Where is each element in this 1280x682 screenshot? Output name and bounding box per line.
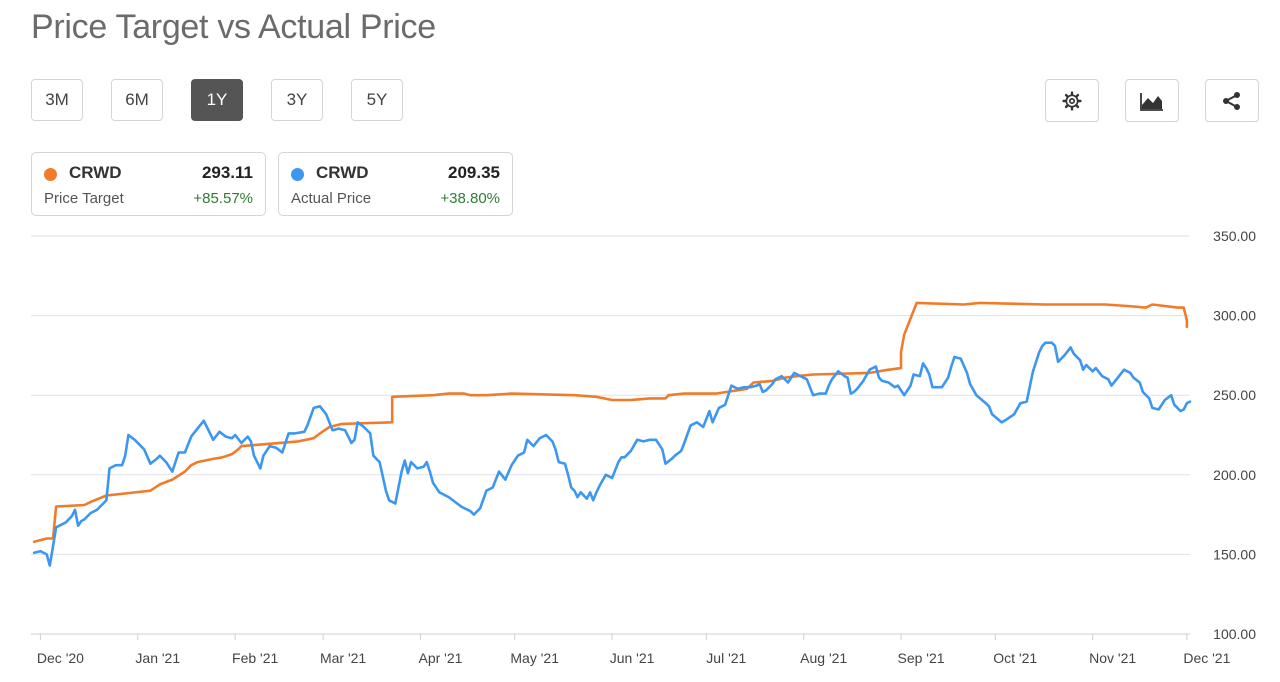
y-tick-label: 100.00 (1213, 626, 1256, 642)
x-tick-label: Nov '21 (1089, 650, 1136, 666)
range-button-1y[interactable]: 1Y (191, 79, 243, 121)
legend-ticker: CRWD (69, 163, 122, 182)
range-button-6m[interactable]: 6M (111, 79, 163, 121)
x-tick-label: Oct '21 (993, 650, 1037, 666)
legend-ticker: CRWD (316, 163, 369, 182)
x-tick-label: Dec '20 (37, 650, 84, 666)
x-tick-label: Apr '21 (419, 650, 463, 666)
legend-card-price-target[interactable]: CRWD 293.11 Price Target +85.57% (31, 152, 266, 216)
legend-dot (44, 168, 57, 181)
x-tick-label: Feb '21 (232, 650, 278, 666)
range-button-3m[interactable]: 3M (31, 79, 83, 121)
legend-dot (291, 168, 304, 181)
range-button-5y[interactable]: 5Y (351, 79, 403, 121)
settings-button[interactable] (1045, 79, 1099, 122)
price-target-line (32, 301, 1189, 544)
x-tick-label: Jul '21 (706, 650, 746, 666)
y-tick-label: 300.00 (1213, 308, 1256, 324)
chart-area-icon (1140, 92, 1163, 111)
legend-value: 293.11 (201, 163, 253, 182)
x-tick-label: Jan '21 (135, 650, 180, 666)
legend-change: +85.57% (193, 190, 253, 207)
range-button-3y[interactable]: 3Y (271, 79, 323, 121)
legend-label: Price Target (44, 190, 124, 207)
chart-type-button[interactable] (1125, 79, 1179, 122)
x-tick-label: Sep '21 (898, 650, 945, 666)
actual-price-line (32, 341, 1192, 567)
y-tick-label: 200.00 (1213, 467, 1256, 483)
y-tick-label: 250.00 (1213, 387, 1256, 403)
x-tick-label: Jun '21 (610, 650, 655, 666)
x-tick-label: Dec '21 (1183, 650, 1230, 666)
x-tick-label: Aug '21 (800, 650, 847, 666)
y-tick-label: 350.00 (1213, 228, 1256, 244)
y-tick-label: 150.00 (1213, 546, 1256, 562)
legend-value: 209.35 (448, 163, 500, 182)
x-tick-label: Mar '21 (320, 650, 366, 666)
legend-card-actual-price[interactable]: CRWD 209.35 Actual Price +38.80% (278, 152, 513, 216)
gear-icon (1062, 90, 1082, 111)
x-tick-label: May '21 (510, 650, 559, 666)
page-title: Price Target vs Actual Price (31, 8, 436, 46)
share-icon (1223, 91, 1240, 110)
legend-label: Actual Price (291, 190, 372, 207)
share-button[interactable] (1205, 79, 1259, 122)
legend-change: +38.80% (440, 190, 500, 207)
